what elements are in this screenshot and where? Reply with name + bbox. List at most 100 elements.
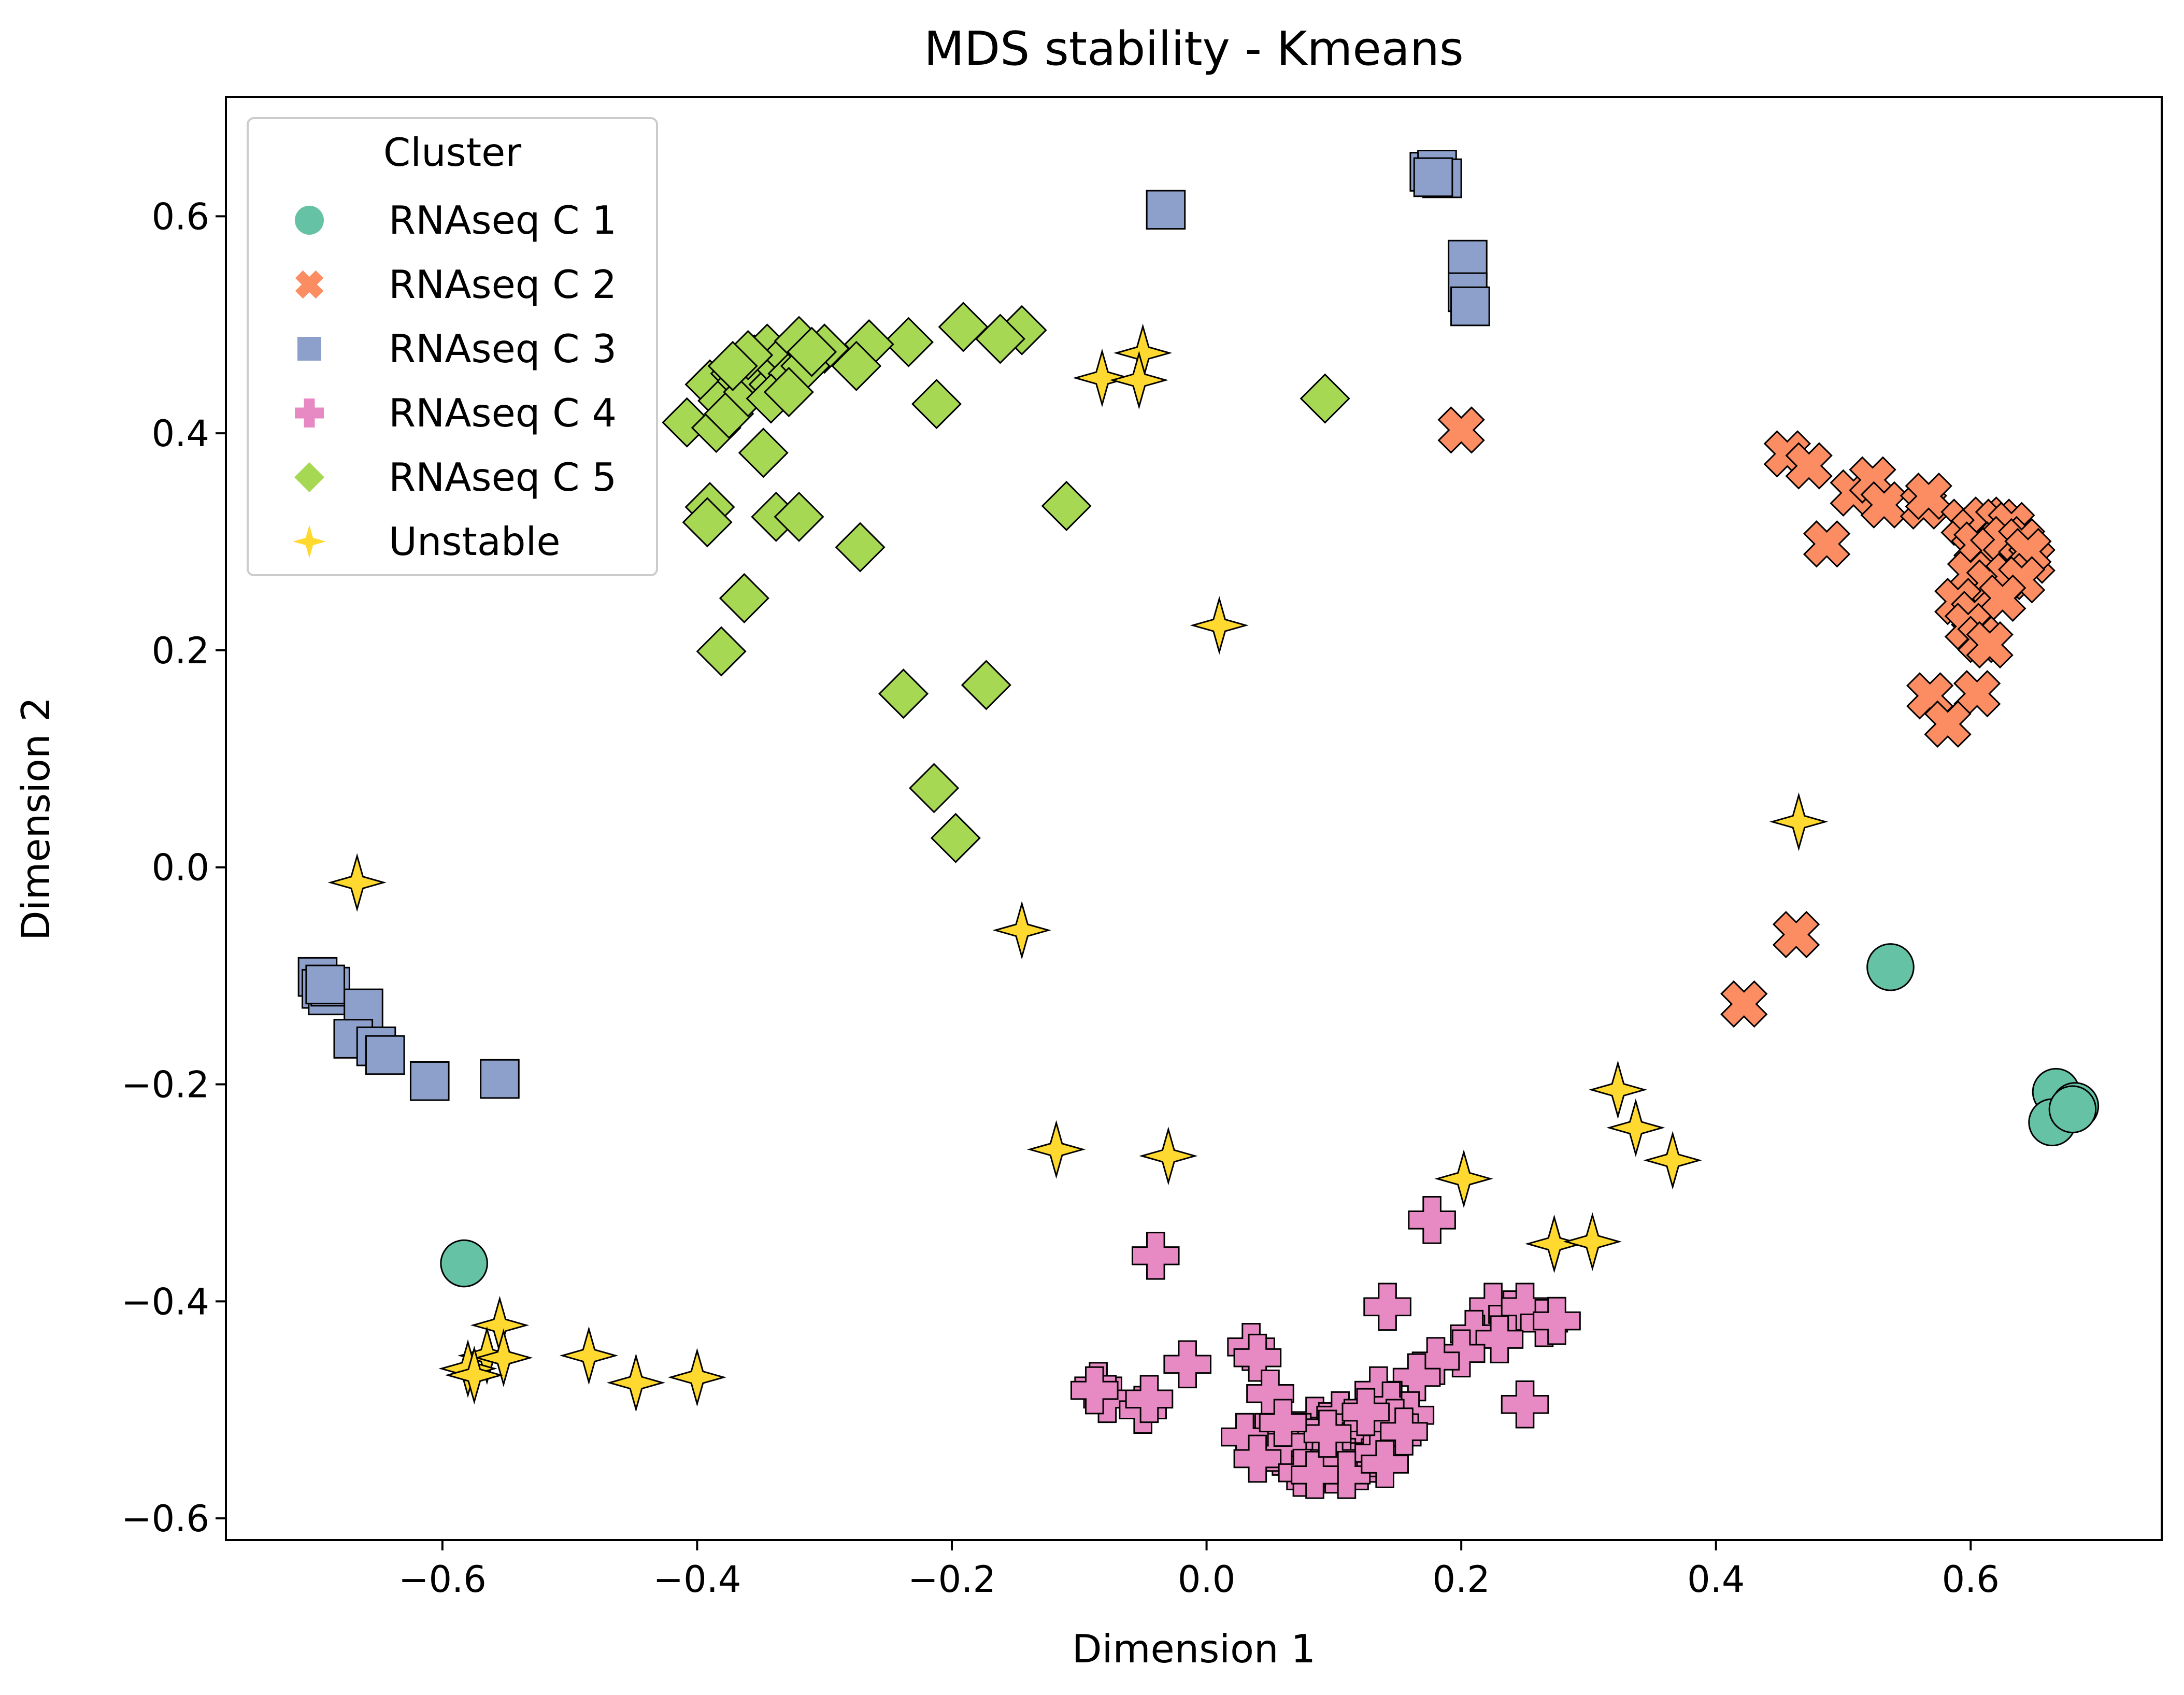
data-point — [1190, 596, 1249, 655]
data-point — [1361, 1440, 1409, 1488]
x-axis-label: Dimension 1 — [1072, 1626, 1316, 1672]
x-tick-label: 0.4 — [1687, 1558, 1745, 1601]
data-point — [1524, 1214, 1584, 1274]
x-tick-label: −0.4 — [653, 1558, 741, 1601]
data-point — [975, 314, 1025, 364]
data-point — [1411, 1337, 1460, 1385]
legend-label: RNAseq C 5 — [389, 454, 617, 500]
x-tick-label: 0.6 — [1942, 1558, 2000, 1601]
data-point — [2048, 1085, 2097, 1133]
data-point — [719, 573, 769, 623]
y-axis: −0.6 −0.4 −0.2 0.0 0.2 0.4 0.6 — [121, 195, 226, 1540]
data-point — [1588, 1060, 1648, 1119]
data-point — [774, 491, 824, 542]
data-point — [1772, 910, 1820, 959]
data-point — [1363, 1283, 1411, 1331]
series-rnaseq-c-4 — [1070, 1195, 1581, 1499]
data-point — [682, 497, 733, 548]
y-tick-label: 0.6 — [152, 195, 209, 238]
data-point — [1866, 943, 1915, 991]
y-tick-label: 0.0 — [152, 847, 209, 889]
y-tick-label: −0.6 — [121, 1498, 209, 1540]
data-point — [831, 340, 882, 391]
data-points — [297, 149, 2100, 1499]
data-point — [707, 340, 758, 391]
data-point — [911, 379, 962, 430]
data-point — [480, 1059, 520, 1099]
data-point — [1966, 621, 2014, 669]
data-point — [327, 853, 387, 912]
data-point — [1408, 1195, 1456, 1244]
data-point — [1233, 1434, 1282, 1483]
data-point — [1139, 1127, 1198, 1186]
legend-label: RNAseq C 3 — [389, 326, 617, 372]
legend-marker — [297, 337, 321, 361]
data-point — [1413, 157, 1453, 197]
data-point — [1437, 406, 1485, 454]
data-point — [1475, 1315, 1524, 1363]
legend-box — [247, 117, 658, 576]
legend-marker — [295, 206, 324, 235]
legend-marker — [295, 270, 324, 299]
data-point — [1125, 1375, 1174, 1423]
data-point — [1785, 442, 1833, 490]
y-axis-label: Dimension 2 — [13, 697, 59, 941]
data-point — [1392, 1353, 1441, 1402]
data-point — [1163, 1340, 1212, 1389]
data-point — [305, 964, 346, 1005]
data-point — [1905, 472, 1952, 520]
plot-frame — [225, 96, 2163, 1541]
data-point — [738, 428, 789, 478]
data-point — [992, 901, 1051, 960]
x-tick-label: 0.0 — [1178, 1558, 1235, 1601]
legend-marker — [294, 462, 324, 492]
data-point — [909, 763, 960, 814]
series-rnaseq-c-3 — [297, 149, 1490, 1101]
data-point — [1131, 1232, 1180, 1280]
series-rnaseq-c-5 — [662, 302, 1350, 863]
data-point — [440, 1239, 488, 1288]
data-point — [1720, 980, 1768, 1028]
data-point — [409, 1061, 450, 1101]
legend-marker — [295, 398, 324, 428]
data-point — [763, 367, 814, 418]
data-point — [1291, 1451, 1339, 1499]
data-point — [1563, 1212, 1622, 1271]
data-point — [878, 668, 929, 719]
data-point — [1643, 1131, 1702, 1190]
x-tick-label: −0.6 — [398, 1558, 487, 1601]
legend-label: Unstable — [389, 519, 560, 564]
series-rnaseq-c-1 — [440, 943, 2100, 1288]
y-tick-label: 0.2 — [152, 630, 209, 672]
legend-items: RNAseq C 1 RNAseq C 2 RNAseq C 3 RNAseq C 4… — [293, 197, 617, 564]
data-point — [1070, 1366, 1119, 1415]
legend-label: RNAseq C 2 — [389, 262, 617, 307]
data-point — [1849, 456, 1896, 504]
data-point — [1300, 373, 1350, 424]
data-point — [1501, 1380, 1549, 1429]
data-point — [961, 660, 1011, 710]
x-tick-label: 0.2 — [1432, 1558, 1490, 1601]
data-point — [1380, 1407, 1428, 1456]
y-tick-label: −0.4 — [121, 1280, 209, 1323]
y-tick-label: 0.4 — [152, 412, 209, 455]
y-tick-label: −0.2 — [121, 1064, 209, 1106]
data-point — [1109, 350, 1169, 410]
data-point — [1450, 286, 1490, 326]
data-point — [606, 1353, 666, 1413]
data-point — [1803, 520, 1851, 568]
chart-title: MDS stability - Kmeans — [924, 22, 1464, 76]
data-point — [1533, 1297, 1581, 1345]
x-axis: −0.6 −0.4 −0.2 0.0 0.2 0.4 0.6 — [398, 1540, 2000, 1601]
data-point — [365, 1035, 405, 1075]
data-point — [883, 317, 934, 367]
data-point — [787, 326, 837, 377]
data-point — [930, 813, 981, 863]
legend-title: Cluster — [383, 130, 521, 175]
data-point — [1341, 1388, 1390, 1436]
series-unstable — [327, 323, 1829, 1413]
data-point — [474, 1328, 533, 1387]
data-point — [1041, 480, 1092, 531]
